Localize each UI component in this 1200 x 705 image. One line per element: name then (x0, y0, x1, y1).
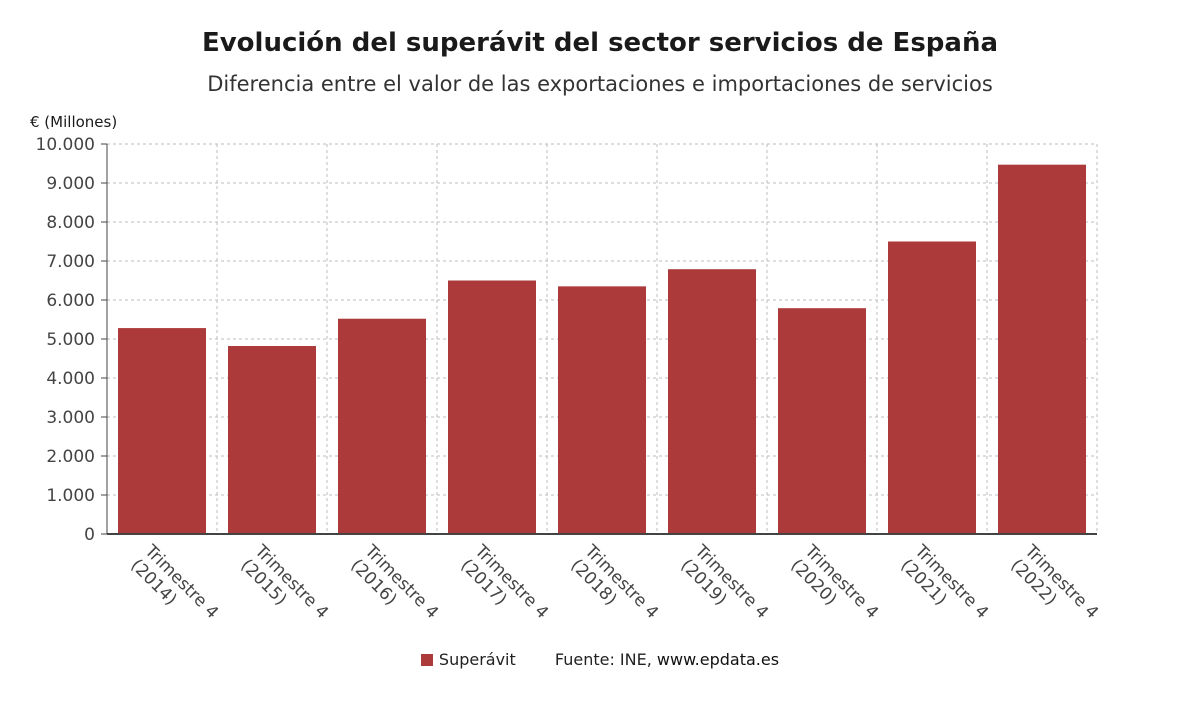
bar (228, 346, 316, 534)
y-tick-label: 4.000 (46, 369, 95, 389)
legend-series-label: Superávit (438, 650, 516, 669)
x-tick-label-group: Trimestre 4(2017) (456, 541, 552, 623)
y-tick-label: 3.000 (46, 408, 95, 428)
x-tick-label-group: Trimestre 4(2022) (1006, 541, 1102, 623)
legend-swatch (420, 654, 433, 666)
chart-subtitle: Diferencia entre el valor de las exporta… (207, 72, 993, 96)
legend: Superávit Fuente: INE, www.epdata.es (0, 650, 1200, 669)
y-tick-label: 6.000 (46, 291, 95, 311)
source-label: Fuente: INE, (554, 650, 657, 669)
bar (668, 269, 756, 534)
bar (778, 308, 866, 534)
y-tick-label: 8.000 (46, 213, 95, 233)
chart-title: Evolución del superávit del sector servi… (201, 28, 999, 58)
bar (338, 318, 426, 534)
y-axis-unit-label: € (Millones) (30, 113, 118, 131)
x-tick-label-group: Trimestre 4(2014) (126, 541, 222, 623)
x-tick-label-group: Trimestre 4(2015) (236, 541, 332, 623)
bar (888, 241, 976, 534)
axis-layer (101, 143, 1097, 535)
x-tick-label-group: Trimestre 4(2019) (676, 541, 772, 623)
x-tick-label-group: Trimestre 4(2021) (896, 541, 992, 623)
y-tick-label: 7.000 (46, 252, 95, 272)
bar (448, 280, 536, 534)
source-link[interactable]: www.epdata.es (656, 650, 780, 669)
x-tick-label-group: Trimestre 4(2018) (566, 541, 662, 623)
y-tick-label: 2.000 (46, 447, 95, 467)
y-tick-label: 10.000 (36, 135, 95, 155)
x-tick-labels: Trimestre 4(2014) Trimestre 4(2015) Trimes… (126, 541, 1102, 623)
bars-layer (118, 164, 1086, 535)
y-tick-label: 1.000 (46, 486, 95, 506)
y-tick-labels: 0 1.000 2.000 3.000 4.000 5.000 6.000 7.000 8.00… (36, 135, 95, 545)
y-tick-label: 9.000 (46, 174, 95, 194)
x-tick-label-group: Trimestre 4(2020) (786, 541, 882, 623)
bar (118, 328, 206, 534)
y-tick-label: 0 (84, 525, 95, 545)
bar (998, 164, 1086, 535)
y-tick-label: 5.000 (46, 330, 95, 350)
bar (558, 286, 646, 534)
source-note: Fuente: INE, www.epdata.es (555, 650, 779, 669)
legend-item-superavit: Superávit (420, 650, 516, 669)
x-tick-label-group: Trimestre 4(2016) (346, 541, 442, 623)
